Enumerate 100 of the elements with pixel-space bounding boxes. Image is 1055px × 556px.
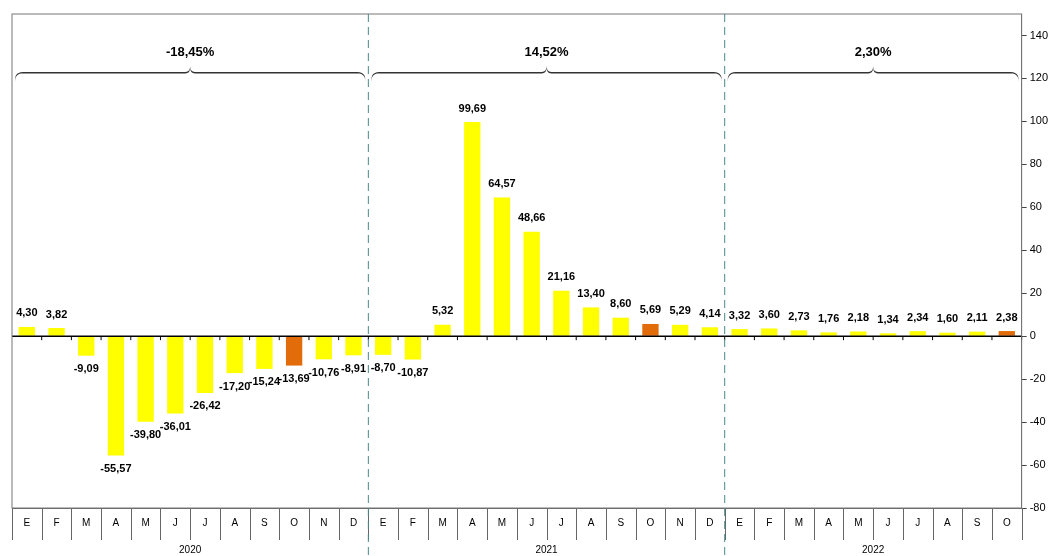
x-tick-label: S — [617, 516, 625, 528]
bar — [820, 332, 837, 336]
x-tick-label: A — [231, 516, 239, 528]
bar — [553, 290, 570, 336]
x-tick-label: F — [409, 516, 416, 528]
x-tick-label: J — [885, 516, 891, 528]
x-tick-label: A — [944, 516, 952, 528]
bar — [256, 336, 273, 369]
x-tick-label: N — [676, 516, 684, 528]
data-label: 3,82 — [45, 307, 68, 320]
bar — [18, 326, 36, 336]
x-tick-label: A — [468, 516, 476, 528]
data-label: 2,11 — [966, 311, 988, 324]
bar — [582, 307, 600, 336]
data-label: 5,32 — [431, 304, 454, 317]
data-label: 3,60 — [758, 307, 780, 320]
bar — [48, 327, 65, 336]
text: 2022 — [862, 543, 885, 555]
x-tick-label: O — [1002, 516, 1011, 528]
x-tick-label: J — [529, 516, 535, 528]
data-label: 3,32 — [728, 308, 751, 321]
data-label: 1,60 — [936, 312, 959, 325]
data-label: 13,40 — [577, 286, 605, 299]
text: 2020 — [179, 543, 202, 555]
bar — [612, 317, 629, 336]
x-tick-label: O — [290, 516, 299, 528]
data-label: -8,70 — [370, 361, 396, 374]
data-label: 64,57 — [488, 177, 516, 190]
x-tick-label: F — [53, 516, 60, 528]
bar — [107, 336, 125, 456]
y-tick-label: 120 — [1029, 71, 1049, 84]
data-label: 1,76 — [817, 311, 840, 324]
annotation: 2,30% — [854, 43, 893, 59]
bar — [226, 336, 243, 374]
x-tick-label: E — [379, 516, 387, 528]
x-tick-label: A — [587, 516, 595, 528]
y-tick-label: 20 — [1029, 286, 1042, 299]
bar — [137, 336, 154, 422]
data-label: 99,69 — [458, 101, 487, 114]
bar — [790, 330, 808, 336]
data-label: -55,57 — [100, 462, 132, 475]
data-label: 8,60 — [610, 297, 632, 310]
data-label: 2,34 — [907, 310, 930, 323]
bar — [671, 324, 689, 336]
data-label: 4,30 — [16, 306, 38, 319]
bar — [642, 323, 659, 336]
x-tick-label: A — [112, 516, 120, 528]
y-tick-label: -80 — [1029, 501, 1046, 514]
y-tick-label: 80 — [1029, 157, 1042, 170]
annotation: 14,52% — [524, 43, 569, 59]
x-tick-label: S — [973, 516, 981, 528]
data-label: 5,29 — [669, 304, 691, 317]
x-tick-label: F — [766, 516, 773, 528]
y-tick-label: 140 — [1029, 28, 1049, 41]
x-tick-label: M — [497, 516, 507, 528]
y-tick-label: 0 — [1029, 329, 1036, 342]
x-tick-label: J — [915, 516, 921, 528]
data-label: 2,73 — [788, 309, 810, 322]
x-tick-label: J — [172, 516, 178, 528]
bar — [167, 336, 184, 414]
data-label: -10,76 — [308, 365, 340, 378]
bar — [196, 336, 214, 393]
bar — [78, 336, 95, 356]
data-label: 48,66 — [517, 211, 546, 224]
bar — [731, 329, 748, 336]
x-tick-label: E — [736, 516, 744, 528]
data-label: -39,80 — [130, 428, 162, 441]
x-tick-label: D — [349, 516, 358, 528]
bar — [493, 197, 511, 336]
data-label: -26,42 — [189, 399, 221, 412]
x-tick-label: A — [825, 516, 833, 528]
data-label: -8,91 — [340, 361, 367, 374]
x-tick-label: J — [558, 516, 564, 528]
data-label: 1,34 — [877, 312, 900, 325]
x-tick-label: O — [646, 516, 655, 528]
data-label: -10,87 — [397, 366, 429, 379]
bar — [375, 336, 392, 355]
x-tick-label: E — [23, 516, 31, 528]
y-tick-label: -40 — [1029, 415, 1046, 428]
y-tick-label: -60 — [1029, 458, 1046, 471]
y-tick-label: 60 — [1029, 200, 1042, 213]
data-label: 5,69 — [639, 303, 662, 316]
y-tick-label: 100 — [1029, 114, 1049, 127]
x-tick-label: S — [261, 516, 269, 528]
data-label: -17,20 — [219, 379, 251, 392]
bar — [315, 336, 332, 360]
annotation: -18,45% — [165, 43, 215, 59]
text: 2021 — [535, 543, 559, 555]
bar — [464, 122, 481, 336]
bar — [850, 331, 867, 336]
x-tick-label: J — [202, 516, 208, 528]
bar — [404, 336, 422, 360]
bar — [701, 327, 719, 336]
data-label: 2,38 — [996, 310, 1018, 323]
x-tick-label: M — [82, 516, 91, 528]
data-label: -9,09 — [73, 362, 99, 375]
y-tick-label: 40 — [1029, 243, 1042, 256]
x-tick-label: M — [854, 516, 863, 528]
y-tick-label: -20 — [1029, 372, 1046, 385]
bar — [285, 336, 303, 366]
